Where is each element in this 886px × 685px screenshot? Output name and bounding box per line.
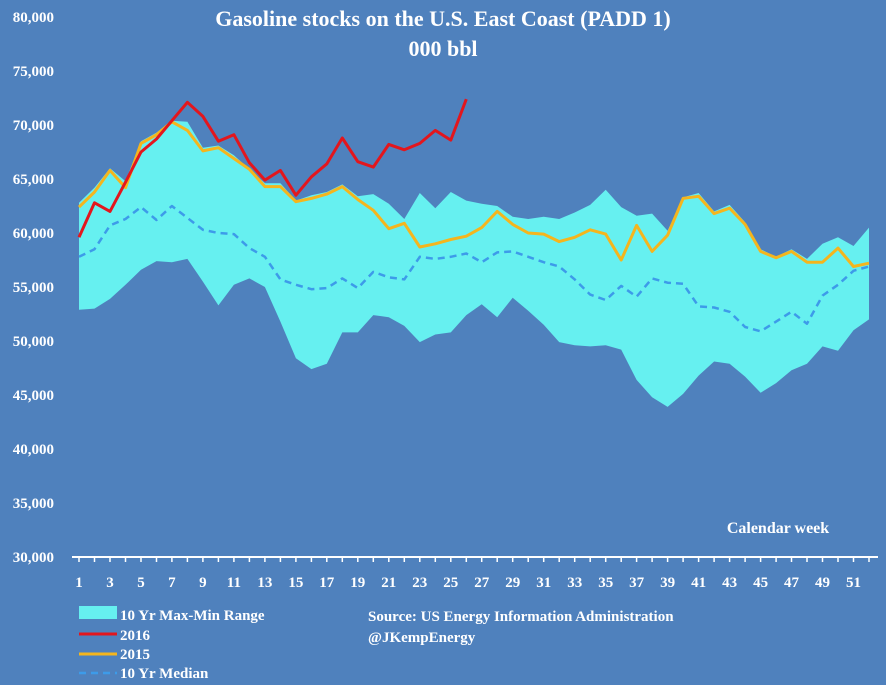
x-axis: 1 3 5 7 9 11 13 15 17 19 21 23 25 27 29 31 33 35 37 39 41 43 4… bbox=[75, 557, 870, 591]
x-tick-label: 13 bbox=[257, 575, 272, 591]
legend-item-range: 10 Yr Max-Min Range bbox=[79, 606, 265, 624]
legend-label-median: 10 Yr Median bbox=[120, 666, 209, 682]
y-tick-label: 50,000 bbox=[13, 334, 54, 350]
legend-swatch-range bbox=[79, 606, 117, 619]
y-tick-label: 30,000 bbox=[13, 550, 54, 566]
source-annotation: Source: US Energy Information Administra… bbox=[368, 609, 674, 625]
series-range-band bbox=[79, 120, 869, 407]
y-axis: 30,000 35,000 40,000 45,000 50,000 55,000 60,0… bbox=[13, 10, 54, 566]
x-tick-label: 33 bbox=[567, 575, 582, 591]
x-tick-label: 41 bbox=[691, 575, 706, 591]
legend: 10 Yr Max-Min Range 2016 2015 10 Yr Medi… bbox=[79, 606, 265, 682]
legend-item-2015: 2015 bbox=[79, 647, 150, 663]
legend-label-2016: 2016 bbox=[120, 628, 151, 644]
y-tick-label: 80,000 bbox=[13, 10, 54, 26]
y-tick-label: 45,000 bbox=[13, 388, 54, 404]
legend-item-2016: 2016 bbox=[79, 628, 151, 644]
x-tick-label: 1 bbox=[75, 575, 83, 591]
x-tick-label: 3 bbox=[106, 575, 114, 591]
y-tick-label: 35,000 bbox=[13, 496, 54, 512]
x-tick-label: 11 bbox=[227, 575, 241, 591]
x-tick-label: 5 bbox=[137, 575, 145, 591]
legend-label-range: 10 Yr Max-Min Range bbox=[120, 608, 265, 624]
x-tick-label: 47 bbox=[784, 575, 800, 591]
x-tick-label: 31 bbox=[536, 575, 551, 591]
author-annotation: @JKempEnergy bbox=[368, 630, 476, 646]
plot-area bbox=[77, 98, 870, 407]
y-tick-label: 60,000 bbox=[13, 226, 54, 242]
x-tick-label: 15 bbox=[288, 575, 303, 591]
series-2015-line bbox=[77, 120, 870, 268]
x-tick-label: 37 bbox=[629, 575, 645, 591]
x-tick-label: 35 bbox=[598, 575, 613, 591]
x-tick-label: 17 bbox=[319, 575, 335, 591]
x-tick-label: 21 bbox=[381, 575, 396, 591]
x-tick-label: 49 bbox=[815, 575, 830, 591]
chart-title: Gasoline stocks on the U.S. East Coast (… bbox=[215, 6, 671, 31]
y-tick-label: 75,000 bbox=[13, 64, 54, 80]
x-tick-label: 51 bbox=[846, 575, 861, 591]
chart-subtitle: 000 bbl bbox=[408, 36, 477, 61]
x-tick-label: 29 bbox=[505, 575, 520, 591]
x-tick-label: 23 bbox=[412, 575, 427, 591]
x-tick-label: 43 bbox=[722, 575, 737, 591]
x-tick-label: 45 bbox=[753, 575, 768, 591]
series-2016-line bbox=[77, 98, 468, 238]
x-tick-label: 27 bbox=[474, 575, 490, 591]
y-tick-label: 65,000 bbox=[13, 172, 54, 188]
x-tick-label: 19 bbox=[350, 575, 365, 591]
x-axis-label: Calendar week bbox=[727, 520, 829, 537]
legend-item-median: 10 Yr Median bbox=[79, 666, 209, 682]
x-tick-label: 25 bbox=[443, 575, 458, 591]
legend-label-2015: 2015 bbox=[120, 647, 150, 663]
y-tick-label: 70,000 bbox=[13, 118, 54, 134]
x-tick-label: 39 bbox=[660, 575, 675, 591]
y-tick-label: 55,000 bbox=[13, 280, 54, 296]
x-tick-label: 7 bbox=[168, 575, 176, 591]
x-tick-label: 9 bbox=[199, 575, 207, 591]
series-median-line bbox=[78, 204, 870, 333]
y-tick-label: 40,000 bbox=[13, 442, 54, 458]
